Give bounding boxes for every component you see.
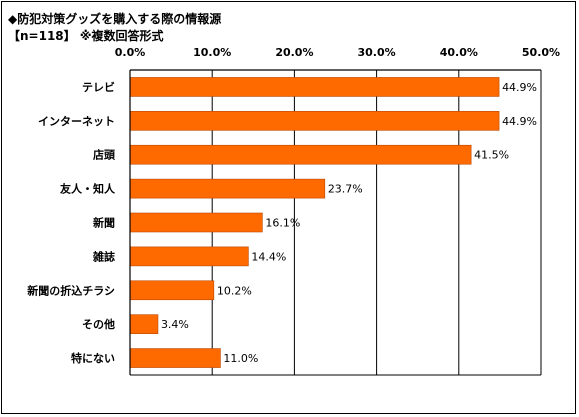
value-label: 14.4%	[251, 250, 286, 263]
chart-title: ◆防犯対策グッズを購入する際の情報源	[8, 12, 222, 26]
bar	[129, 246, 249, 267]
value-label: 41.5%	[474, 149, 509, 162]
category-label: テレビ	[82, 80, 115, 94]
bar	[129, 111, 500, 131]
chart-subtitle: 【n=118】 ※複数回答形式	[8, 29, 164, 43]
x-tick-label: 0.0%	[115, 46, 146, 59]
value-label: 44.9%	[502, 81, 537, 94]
bar	[129, 178, 326, 199]
category-label: 店頭	[93, 148, 116, 162]
category-label: 友人・知人	[60, 182, 116, 196]
category-label: 特にない	[71, 351, 115, 365]
category-label: その他	[82, 317, 115, 331]
value-label: 44.9%	[502, 115, 537, 128]
value-label: 23.7%	[328, 183, 363, 196]
x-tick-label: 20.0%	[275, 46, 313, 59]
x-tick-label: 50.0%	[522, 46, 560, 59]
bar	[129, 314, 159, 334]
bar	[129, 280, 215, 301]
value-label: 3.4%	[161, 318, 189, 331]
category-label: インターネット	[38, 115, 115, 128]
value-label: 11.0%	[223, 352, 258, 365]
value-label: 10.2%	[217, 284, 252, 297]
value-label: 16.1%	[265, 217, 300, 230]
bar	[129, 348, 221, 368]
category-label: 雑誌	[92, 249, 115, 263]
bar	[129, 212, 263, 233]
x-tick-label: 40.0%	[440, 46, 478, 59]
x-tick-label: 30.0%	[358, 46, 396, 59]
category-label: 新聞	[93, 216, 115, 230]
bar	[129, 77, 500, 97]
category-label: 新聞の折込チラシ	[27, 283, 115, 297]
x-tick-label: 10.0%	[193, 46, 231, 59]
bar	[129, 144, 472, 165]
